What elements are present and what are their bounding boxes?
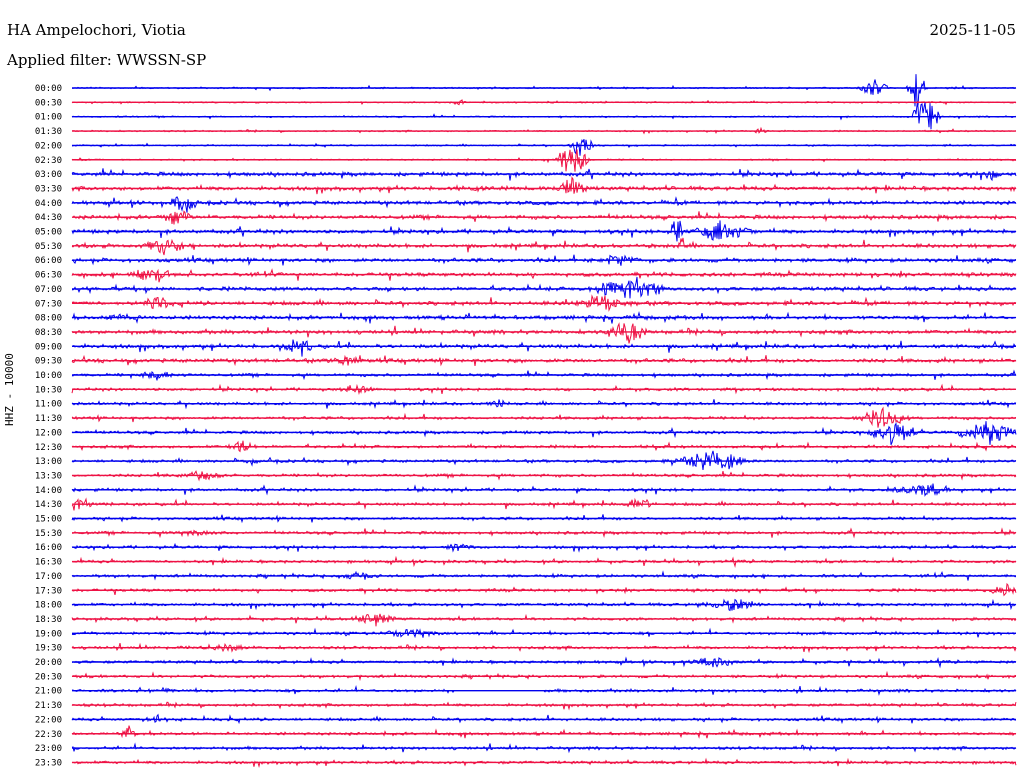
row-time-label: 15:00: [35, 515, 62, 525]
row-time-label: 07:30: [35, 299, 62, 309]
row-time-label: 20:00: [35, 658, 62, 668]
row-time-label: 18:00: [35, 601, 62, 611]
row-time-label: 01:00: [35, 113, 62, 123]
row-time-label: 10:00: [35, 371, 62, 381]
station-title: HA Ampelochori, Viotia: [7, 21, 186, 39]
trace-line: [71, 322, 1017, 344]
row-time-label: 02:00: [35, 141, 62, 151]
trace-line: [71, 542, 1017, 553]
row-time-label: 05:00: [35, 228, 62, 238]
row-time-label: 08:30: [35, 328, 62, 338]
row-time-label: 06:00: [35, 256, 62, 266]
trace-line: [71, 74, 1017, 107]
row-time-label: 22:30: [35, 730, 62, 740]
trace-line: [71, 613, 1017, 627]
row-time-label: 12:30: [35, 443, 62, 453]
filter-label: Applied filter: WWSSN-SP: [7, 51, 207, 69]
row-time-label: 19:30: [35, 644, 62, 654]
row-time-label: 02:30: [35, 156, 62, 166]
row-time-label: 13:30: [35, 471, 62, 481]
row-time-label: 09:00: [35, 342, 62, 352]
row-time-label: 18:30: [35, 615, 62, 625]
row-time-label: 23:30: [35, 758, 62, 768]
row-time-label: 03:00: [35, 170, 62, 180]
trace-line: [71, 210, 1017, 225]
row-time-label: 16:30: [35, 558, 62, 568]
trace-line: [71, 725, 1017, 739]
row-time-label: 12:00: [35, 428, 62, 438]
trace-line: [71, 138, 1017, 156]
date-label: 2025-11-05: [929, 21, 1016, 39]
row-time-label: 21:30: [35, 701, 62, 711]
row-time-label: 14:30: [35, 500, 62, 510]
row-time-label: 20:30: [35, 672, 62, 682]
row-time-label: 08:00: [35, 314, 62, 324]
row-time-label: 00:00: [35, 84, 62, 94]
trace-line: [71, 268, 1017, 283]
row-time-label: 17:30: [35, 586, 62, 596]
row-time-label: 11:00: [35, 400, 62, 410]
trace-line: [71, 176, 1017, 195]
row-time-label: 05:30: [35, 242, 62, 252]
row-time-label: 06:30: [35, 271, 62, 281]
trace-line: [71, 196, 1017, 213]
row-time-label: 21:00: [35, 687, 62, 697]
row-time-label: 09:30: [35, 357, 62, 367]
row-time-label: 13:00: [35, 457, 62, 467]
row-time-label: 23:00: [35, 744, 62, 754]
row-time-label: 04:00: [35, 199, 62, 209]
row-time-label: 19:00: [35, 629, 62, 639]
trace-line: [71, 149, 1017, 172]
row-time-label: 16:00: [35, 543, 62, 553]
row-time-label: 03:30: [35, 184, 62, 194]
trace-line: [71, 339, 1016, 357]
row-time-label: 14:00: [35, 486, 62, 496]
row-time-label: 11:30: [35, 414, 62, 424]
row-time-label: 07:00: [35, 285, 62, 295]
row-time-label: 10:30: [35, 385, 62, 395]
row-time-label: 22:00: [35, 715, 62, 725]
trace-line: [71, 102, 1017, 130]
row-time-label: 00:30: [35, 98, 62, 108]
row-time-label: 17:00: [35, 572, 62, 582]
trace-line: [71, 276, 1017, 299]
row-time-label: 04:30: [35, 213, 62, 223]
row-time-label: 01:30: [35, 127, 62, 137]
row-time-label: 15:30: [35, 529, 62, 539]
